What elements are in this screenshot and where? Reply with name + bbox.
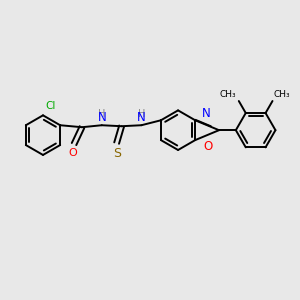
Text: Cl: Cl <box>45 101 56 111</box>
Text: N: N <box>202 107 211 120</box>
Text: N: N <box>98 111 106 124</box>
Text: S: S <box>112 147 121 160</box>
Text: CH₃: CH₃ <box>274 90 290 99</box>
Text: H: H <box>138 109 145 119</box>
Text: H: H <box>98 109 106 119</box>
Text: O: O <box>69 148 77 158</box>
Text: O: O <box>203 140 213 153</box>
Text: N: N <box>137 111 146 124</box>
Text: CH₃: CH₃ <box>219 90 236 99</box>
